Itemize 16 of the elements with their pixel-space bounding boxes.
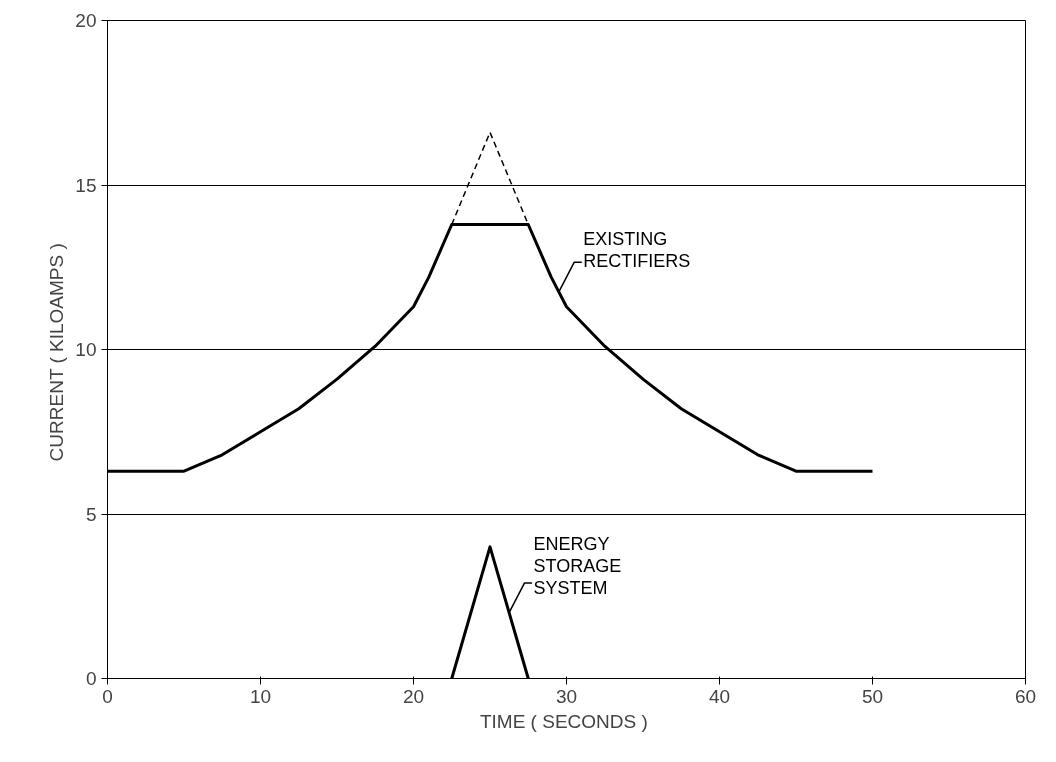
- x-tick-label: 40: [708, 685, 731, 707]
- y-tick-label: 10: [75, 339, 97, 360]
- x-tick-label: 50: [861, 685, 884, 707]
- y-tick-label: 15: [75, 174, 97, 196]
- y-axis-title: CURRENT ( KILOAMPS ): [46, 243, 68, 462]
- x-tick-label: 60: [1014, 685, 1037, 707]
- y-tick-label: 20: [75, 10, 97, 31]
- y-tick-label: 0: [85, 668, 97, 689]
- y-tick-label: 5: [85, 503, 97, 525]
- series-label: EXISTING RECTIFIERS: [583, 229, 691, 272]
- x-tick-label: 0: [102, 685, 113, 707]
- x-tick-label: 10: [249, 685, 272, 707]
- x-tick-label: 30: [555, 685, 578, 707]
- series-label: ENERGY STORAGE SYSTEM: [533, 533, 622, 598]
- x-axis-title: TIME ( SECONDS ): [479, 710, 648, 732]
- x-tick-label: 20: [402, 685, 425, 707]
